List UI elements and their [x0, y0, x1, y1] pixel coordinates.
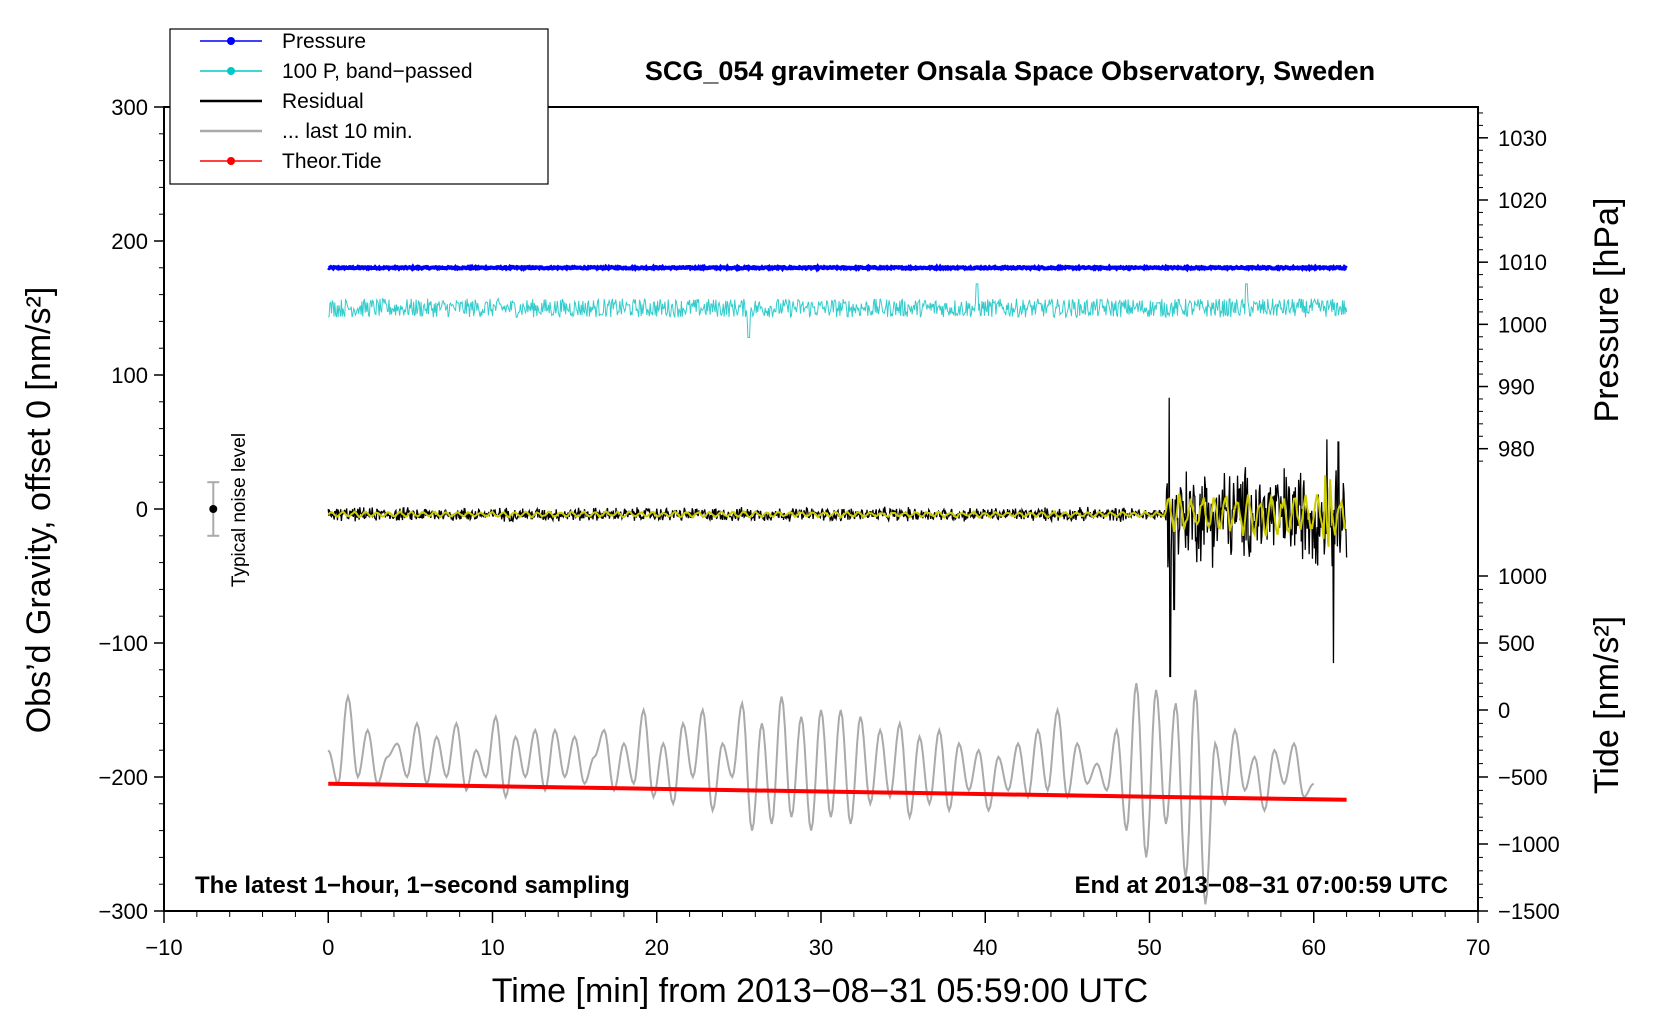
tide-tick-label: −1000	[1498, 832, 1560, 857]
y-tick-label: 200	[111, 229, 148, 254]
tide-axis-ticks: −1500 −1000 −500 0 500 1000	[1478, 564, 1560, 924]
pressure-tick-label: 990	[1498, 375, 1535, 400]
legend-marker	[227, 67, 235, 75]
x-tick-label: 0	[322, 935, 334, 960]
series-residual	[327, 397, 1348, 678]
pressure-tick-label: 980	[1498, 437, 1535, 462]
y-axis-title: Obs’d Gravity, offset 0 [nm/s²]	[20, 287, 58, 734]
pressure-tick-label: 1030	[1498, 126, 1547, 151]
noise-level-indicator: Typical noise level	[207, 433, 250, 587]
series-theoretical-tide	[328, 781, 1347, 802]
x-tick-label: 10	[480, 935, 504, 960]
tide-tick-label: −1500	[1498, 899, 1560, 924]
y-tick-label: −200	[98, 765, 148, 790]
x-tick-label: 50	[1137, 935, 1161, 960]
x-tick-label: 40	[973, 935, 997, 960]
y-tick-label: −300	[98, 899, 148, 924]
series-residual-filtered	[327, 475, 1346, 547]
legend-label: ... last 10 min.	[282, 120, 413, 143]
noise-level-dot	[209, 505, 218, 513]
x-tick-label: −10	[145, 935, 182, 960]
x-tick-label: 30	[809, 935, 833, 960]
x-tick-label: 60	[1302, 935, 1326, 960]
tide-axis-title: Tide [nm/s²]	[1588, 616, 1626, 794]
tide-tick-label: 500	[1498, 631, 1535, 656]
tide-tick-label: 0	[1498, 698, 1510, 723]
legend-label: 100 P, band−passed	[282, 60, 473, 83]
y-axis-title-text: Obs’d Gravity, offset 0 [nm/s²]	[20, 287, 58, 734]
x-tick-label: 70	[1466, 935, 1490, 960]
legend: Pressure 100 P, band−passed Residual ... la…	[169, 28, 549, 185]
x-tick-label: 20	[645, 935, 669, 960]
legend-marker	[227, 37, 235, 45]
legend-label: Residual	[282, 90, 364, 113]
y-tick-label: −100	[98, 631, 148, 656]
legend-items: Pressure 100 P, band−passed Residual ... la…	[200, 30, 473, 173]
tide-tick-label: −500	[1498, 765, 1548, 790]
pressure-tick-label: 1020	[1498, 188, 1547, 213]
y-tick-label: 0	[136, 497, 148, 522]
legend-label: Pressure	[282, 30, 366, 53]
pressure-tick-label: 1010	[1498, 250, 1547, 275]
x-axis-title: Time [min] from 2013−08−31 05:59:00 UTC	[492, 972, 1148, 1010]
pressure-axis-title: Pressure [hPa]	[1588, 198, 1626, 423]
legend-marker	[227, 157, 235, 165]
y-tick-label: 300	[111, 95, 148, 120]
legend-label: Theor.Tide	[282, 150, 382, 173]
annotation-bottom-left: The latest 1−hour, 1−second sampling	[195, 872, 630, 899]
chart-title: SCG_054 gravimeter Onsala Space Observat…	[645, 56, 1375, 86]
noise-level-label: Typical noise level	[229, 433, 250, 587]
y-tick-label: 100	[111, 363, 148, 388]
series-last-10-min	[327, 683, 1315, 905]
pressure-tick-label: 1000	[1498, 312, 1547, 337]
series-layer	[327, 263, 1348, 905]
tide-tick-label: 1000	[1498, 564, 1547, 589]
pressure-axis-ticks: 980 990 1000 1010 1020 1030	[1478, 112, 1547, 462]
annotation-bottom-right: End at 2013−08−31 07:00:59 UTC	[1074, 872, 1448, 899]
series-pressure	[327, 263, 1348, 273]
series-pressure-bandpassed	[328, 283, 1348, 338]
x-axis-ticks: −10 0 10 20 30 40 50 60 70	[145, 911, 1490, 960]
y-axis-ticks: −300 −200 −100 0 100 200 300	[98, 95, 164, 924]
